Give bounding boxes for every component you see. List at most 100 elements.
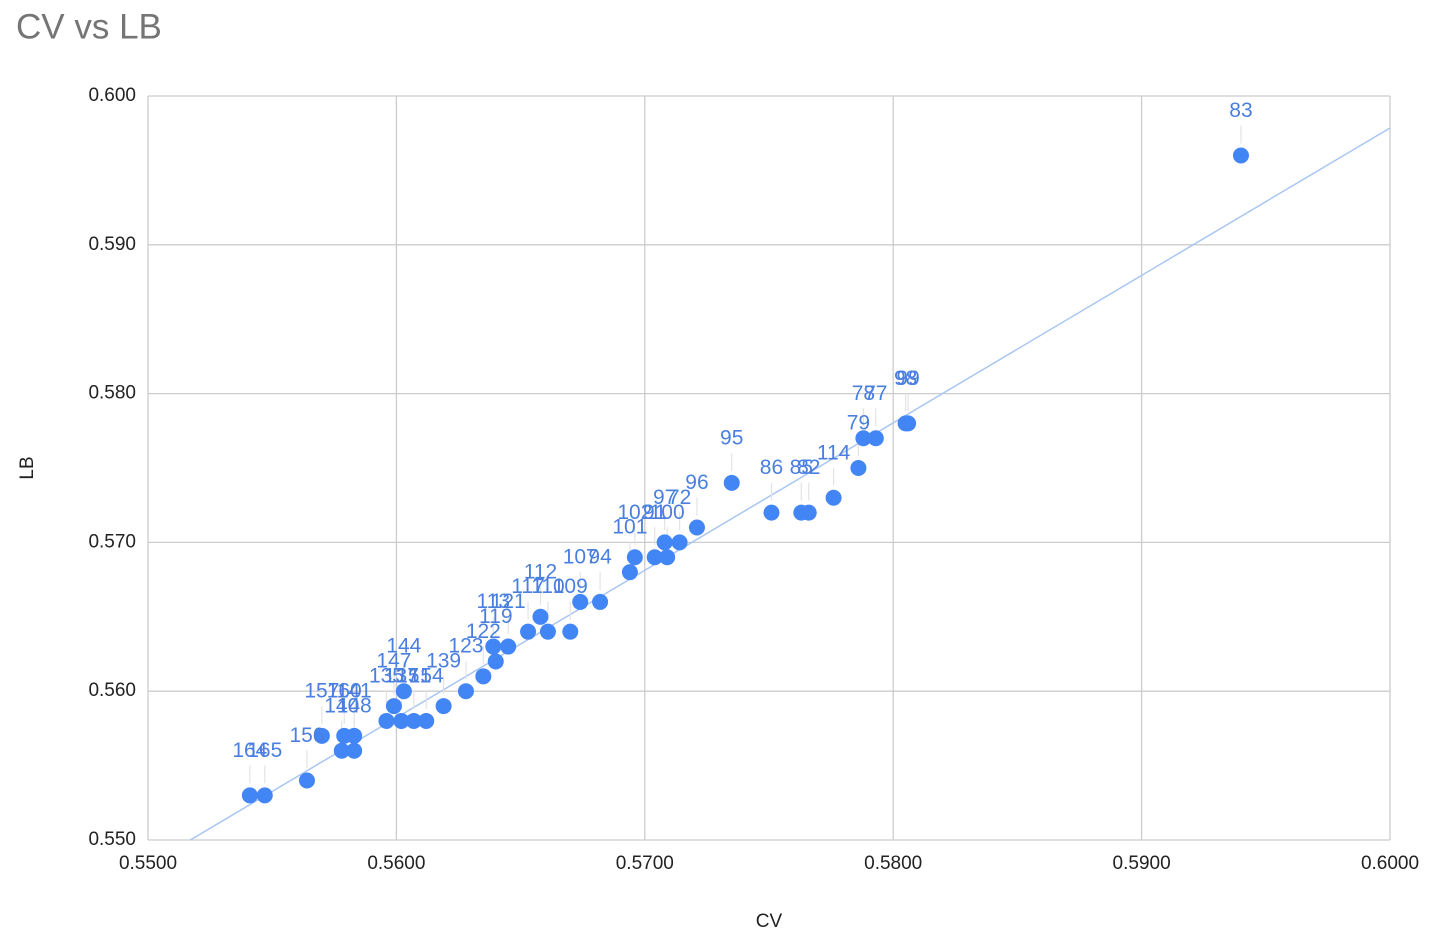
point — [435, 698, 452, 715]
data-label: 135 — [369, 665, 404, 688]
data-label: 102 — [617, 501, 652, 524]
point — [298, 772, 315, 789]
point — [592, 593, 609, 610]
data-label: 157 — [304, 679, 339, 702]
y-tick-label: 0.570 — [88, 531, 136, 552]
x-axis-label: CV — [756, 911, 783, 932]
chart-title: CV vs LB — [16, 7, 162, 46]
data-label: 82 — [797, 456, 820, 479]
point — [475, 668, 492, 685]
data-label: 137 — [384, 665, 419, 688]
data-label: 99 — [896, 367, 919, 390]
point — [659, 549, 676, 566]
point — [763, 504, 780, 521]
y-tick-label: 0.600 — [88, 85, 136, 106]
x-tick-label: 0.5900 — [1113, 853, 1171, 874]
point — [378, 712, 395, 729]
data-label: 164 — [232, 739, 267, 762]
point — [336, 727, 353, 744]
point — [626, 549, 643, 566]
data-label: 96 — [685, 471, 708, 494]
point — [520, 623, 537, 640]
y-tick-label: 0.550 — [88, 829, 136, 850]
point — [241, 787, 258, 804]
data-label: 113 — [477, 590, 510, 613]
data-label: 148 — [337, 694, 372, 717]
data-label: 114 — [817, 441, 851, 464]
point — [532, 608, 549, 625]
point — [346, 742, 363, 759]
data-label: 101 — [612, 516, 647, 539]
point — [457, 683, 474, 700]
point — [485, 638, 502, 655]
data-label: 151 — [396, 665, 431, 688]
data-label: 91 — [643, 501, 666, 524]
point — [793, 504, 810, 521]
x-tick-label: 0.5700 — [616, 853, 674, 874]
data-label: 140 — [324, 694, 359, 717]
data-label: 117 — [511, 575, 544, 598]
data-label: 97 — [653, 486, 676, 509]
data-label: 154 — [409, 665, 444, 688]
point — [723, 474, 740, 491]
data-label: 141 — [337, 679, 372, 702]
data-label: 107 — [563, 545, 598, 568]
x-tick-label: 0.5800 — [864, 853, 922, 874]
data-label: 139 — [426, 650, 461, 673]
data-label: 78 — [852, 382, 875, 405]
data-label: 147 — [376, 650, 411, 673]
point — [487, 653, 504, 670]
point — [256, 787, 273, 804]
point — [539, 623, 556, 640]
data-label: 110 — [531, 575, 564, 598]
point — [395, 683, 412, 700]
data-label: 156 — [289, 724, 324, 747]
point — [393, 712, 410, 729]
point — [671, 534, 688, 551]
point — [562, 623, 579, 640]
data-label: 85 — [790, 456, 813, 479]
data-label: 112 — [524, 560, 557, 583]
y-tick-label: 0.590 — [88, 234, 136, 255]
data-label: 79 — [847, 412, 870, 435]
data-label: 94 — [588, 545, 612, 568]
point — [405, 712, 422, 729]
point — [313, 727, 330, 744]
data-label: 160 — [327, 679, 362, 702]
data-label: 165 — [247, 739, 282, 762]
data-label: 95 — [720, 426, 743, 449]
point — [418, 712, 435, 729]
data-label: 123 — [448, 635, 483, 658]
point — [500, 638, 517, 655]
x-tick-label: 0.5500 — [119, 853, 177, 874]
data-label: 109 — [553, 575, 588, 598]
data-label: 121 — [491, 590, 526, 613]
data-label: 86 — [760, 456, 783, 479]
trendline — [188, 127, 1390, 840]
x-tick-label: 0.6000 — [1361, 853, 1419, 874]
x-tick-label: 0.5600 — [367, 853, 425, 874]
point — [1232, 147, 1249, 164]
point — [385, 698, 402, 715]
point — [646, 549, 663, 566]
point — [656, 534, 673, 551]
y-axis-label: LB — [17, 456, 38, 479]
data-label: 83 — [1229, 99, 1252, 122]
point — [572, 593, 589, 610]
data-label: 119 — [479, 605, 512, 628]
point — [897, 415, 914, 432]
point — [688, 519, 705, 536]
y-tick-label: 0.560 — [88, 680, 136, 701]
y-tick-label: 0.580 — [88, 383, 136, 404]
data-label: 72 — [668, 486, 691, 509]
data-label: 100 — [650, 501, 685, 524]
data-label: 77 — [864, 382, 887, 405]
point — [825, 489, 842, 506]
data-label: 144 — [386, 635, 421, 658]
point — [850, 460, 867, 476]
data-label: 98 — [894, 367, 917, 390]
point — [621, 564, 638, 581]
point — [867, 430, 884, 447]
point — [333, 742, 350, 759]
